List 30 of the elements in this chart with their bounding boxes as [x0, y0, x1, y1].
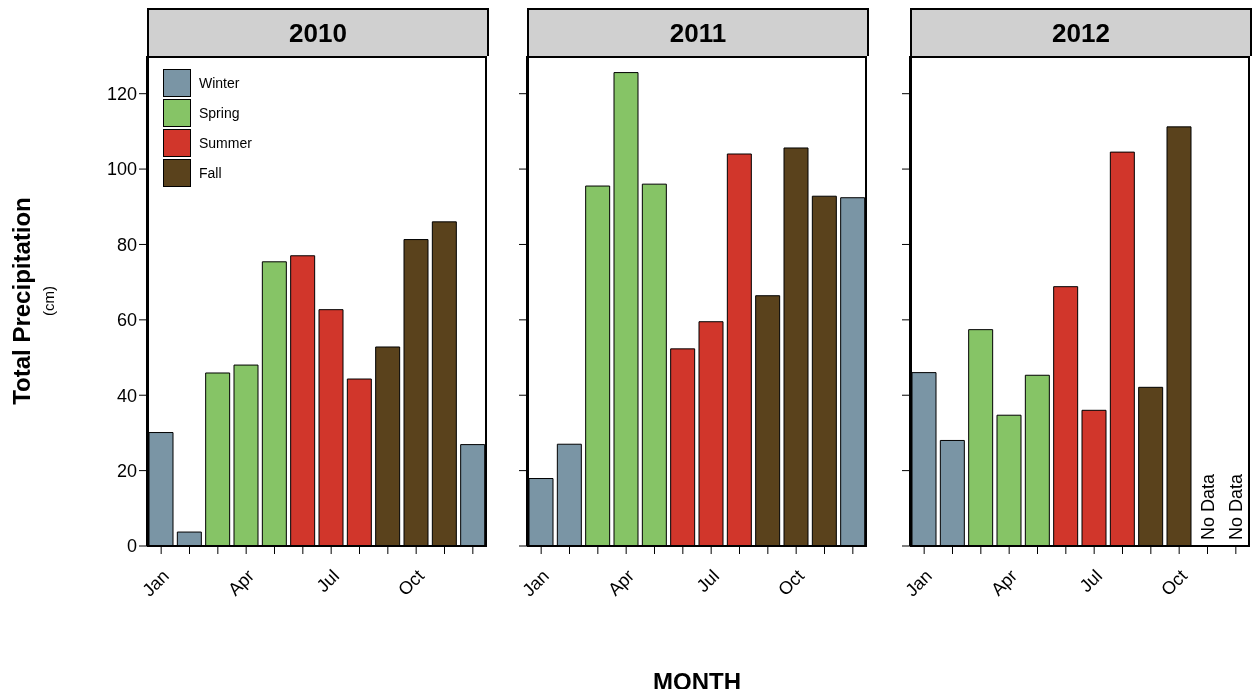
y-tick-label: 60 [116, 310, 137, 331]
x-tick-label: Jan [518, 565, 554, 601]
x-tick-label: Oct [394, 565, 429, 600]
x-tick-label: Jan [901, 565, 937, 601]
annotation: No Data [1197, 473, 1218, 540]
chart-title: 2011 [527, 8, 869, 56]
chart-title: 2010 [147, 8, 489, 56]
y-tick-label: 40 [116, 385, 137, 406]
legend-label: Fall [199, 165, 222, 181]
y-axis-title: Total Precipitation [8, 196, 36, 407]
x-tick-label: Jul [1075, 565, 1107, 597]
y-tick-label: 100 [106, 159, 137, 180]
chart-title: 2012 [910, 8, 1252, 56]
x-tick-label: Jul [312, 565, 344, 597]
y-tick-label: 20 [116, 461, 137, 482]
x-tick-label: Apr [987, 565, 1022, 600]
x-tick-label: Oct [1157, 565, 1192, 600]
legend-label: Summer [199, 135, 252, 151]
x-tick-label: Oct [774, 565, 809, 600]
x-tick-label: Apr [224, 565, 259, 600]
legend-label: Spring [199, 105, 240, 121]
text: (cm) [40, 285, 57, 318]
x-tick-label: Jul [692, 565, 724, 597]
x-tick-label: Jan [138, 565, 174, 601]
legend-label: Winter [199, 75, 240, 91]
y-tick-label: 80 [116, 234, 137, 255]
x-tick-label: Apr [604, 565, 639, 600]
annotation: No Data [1225, 473, 1246, 540]
y-tick-label: 120 [106, 84, 137, 105]
y-tick-label: 0 [126, 536, 137, 557]
